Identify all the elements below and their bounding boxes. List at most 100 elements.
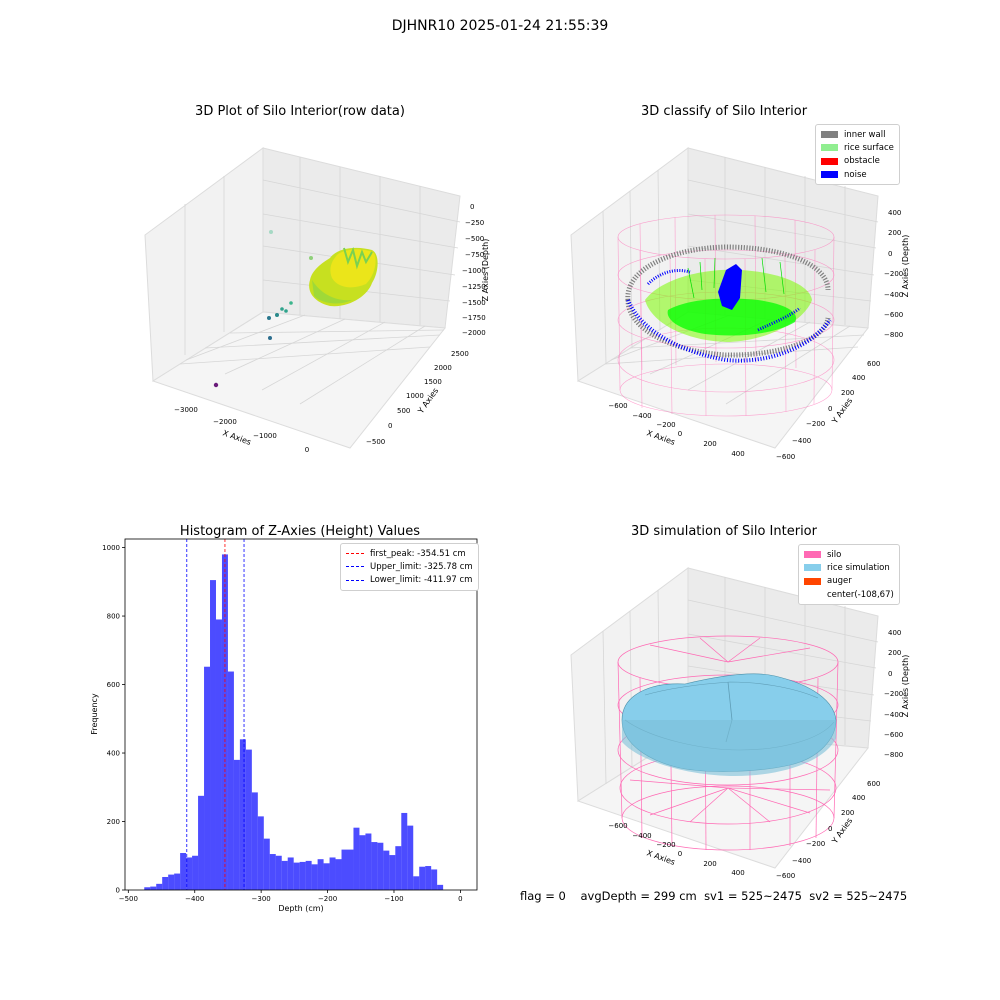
panel3-title: Histogram of Z-Axies (Height) Values	[179, 524, 421, 539]
y-tick-label: 400	[107, 750, 120, 758]
legend-item: rice surface	[821, 141, 894, 154]
histogram-bar	[251, 792, 258, 890]
x-tick: −600	[608, 402, 627, 410]
z-tick: −800	[884, 751, 903, 759]
histogram-bar	[353, 827, 360, 890]
y-tick: 600	[867, 780, 880, 788]
y-tick: 1500	[424, 378, 442, 386]
x-tick: 0	[305, 446, 309, 454]
y-axis-label: Frequency	[90, 693, 99, 735]
legend-line	[346, 553, 364, 555]
panel1-title: 3D Plot of Silo Interior(row data)	[195, 104, 405, 119]
histogram-bar	[365, 833, 372, 890]
y-tick: 1000	[406, 392, 424, 400]
y-tick: 400	[852, 794, 865, 802]
histogram-bar	[335, 859, 342, 890]
z-tick: −1000	[462, 267, 486, 275]
y-tick: 200	[841, 809, 854, 817]
legend-item: first_peak: -354.51 cm	[346, 547, 473, 560]
legend-item: center(-108,67)	[804, 588, 894, 601]
histogram-bar	[323, 863, 330, 890]
z-tick: −1750	[462, 314, 486, 322]
z-tick: −600	[884, 731, 903, 739]
y-tick-label: 600	[107, 681, 120, 689]
x-tick: −1000	[253, 432, 277, 440]
histogram-bar	[395, 846, 402, 890]
x-tick: 400	[731, 869, 744, 877]
legend-swatch	[804, 564, 821, 572]
rice-simulation-surface	[621, 673, 837, 776]
x-axis-label: X Axies	[645, 848, 676, 867]
y-tick: 2000	[434, 364, 452, 372]
y-tick: 200	[841, 389, 854, 397]
histogram-bar	[221, 554, 228, 890]
legend-line	[346, 579, 364, 581]
z-tick: −750	[465, 251, 484, 259]
legend-swatch	[804, 551, 821, 559]
legend-label: inner wall	[844, 129, 886, 140]
legend-item: auger	[804, 575, 894, 588]
y-tick: −500	[366, 438, 385, 446]
histogram-bar	[389, 855, 396, 890]
y-tick: 0	[828, 825, 832, 833]
legend-label: rice simulation	[827, 562, 890, 573]
plot-frame	[124, 538, 478, 891]
z-tick: 0	[470, 203, 474, 211]
y-tick: 400	[852, 374, 865, 382]
histogram-bar	[407, 825, 414, 890]
histogram-chart: −500 −400 −300 −200 −100 0 02004006008001000 …	[90, 538, 478, 913]
y-tick: −200	[806, 840, 825, 848]
legend-label: silo	[827, 549, 842, 560]
z-tick: −200	[884, 270, 903, 278]
y-tick: 600	[867, 360, 880, 368]
histogram-bar	[293, 862, 300, 890]
y-tick: 500	[397, 407, 410, 415]
sv2-text: sv2 = 525~2475	[809, 889, 908, 903]
x-tick: −2000	[213, 418, 237, 426]
z-tick: −1500	[462, 299, 486, 307]
histogram-bar	[239, 739, 246, 890]
y-tick: 0	[388, 422, 392, 430]
legend-item: inner wall	[821, 128, 894, 141]
outlier-points	[213, 230, 313, 388]
histogram-bar	[204, 666, 211, 890]
panel4-3d-axes: −600 −400 −200 0 200 400 X Axies −600 −4…	[570, 567, 910, 880]
histogram-bar	[192, 855, 199, 890]
histogram-bar	[329, 857, 336, 890]
y-tick-label: 200	[107, 818, 120, 826]
z-tick: −400	[884, 291, 903, 299]
z-axis-label: Z Axies (Depth)	[481, 239, 490, 302]
y-ticks: 0 200 400 600 800 1000	[102, 544, 125, 895]
legend-item: noise	[821, 168, 894, 181]
x-tick-label: −500	[119, 895, 138, 903]
z-tick: −600	[884, 311, 903, 319]
legend-label: rice surface	[844, 142, 894, 153]
z-tick: 200	[888, 649, 901, 657]
noise-points	[626, 264, 832, 363]
histogram-bar	[275, 855, 282, 890]
histogram-bar	[341, 849, 348, 890]
z-axis-label: Z Axies (Depth)	[901, 655, 910, 718]
legend-label: Upper_limit: -325.78 cm	[370, 561, 473, 572]
legend-swatch	[821, 157, 838, 165]
y-tick: −200	[806, 420, 825, 428]
histogram-bar	[257, 816, 264, 890]
avg-depth-text: avgDepth = 299 cm	[580, 889, 697, 903]
x-tick: −400	[632, 832, 651, 840]
y-tick: 2500	[451, 350, 469, 358]
x-tick: 400	[731, 450, 744, 458]
inner-wall-points	[625, 244, 831, 358]
x-tick: −400	[632, 412, 651, 420]
legend-item: obstacle	[821, 155, 894, 168]
histogram-bars	[144, 554, 444, 890]
legend-label: center(-108,67)	[827, 589, 894, 600]
histogram-bar	[156, 883, 163, 890]
y-tick-label: 800	[107, 613, 120, 621]
status-line: flag = 0 avgDepth = 299 cm sv1 = 525~247…	[520, 889, 907, 903]
grid-lines	[179, 157, 461, 405]
histogram-bar	[299, 861, 306, 890]
legend-swatch	[804, 577, 821, 585]
histogram-bar	[180, 853, 187, 890]
flag-text: flag = 0	[520, 889, 566, 903]
histogram-bar	[144, 887, 151, 890]
